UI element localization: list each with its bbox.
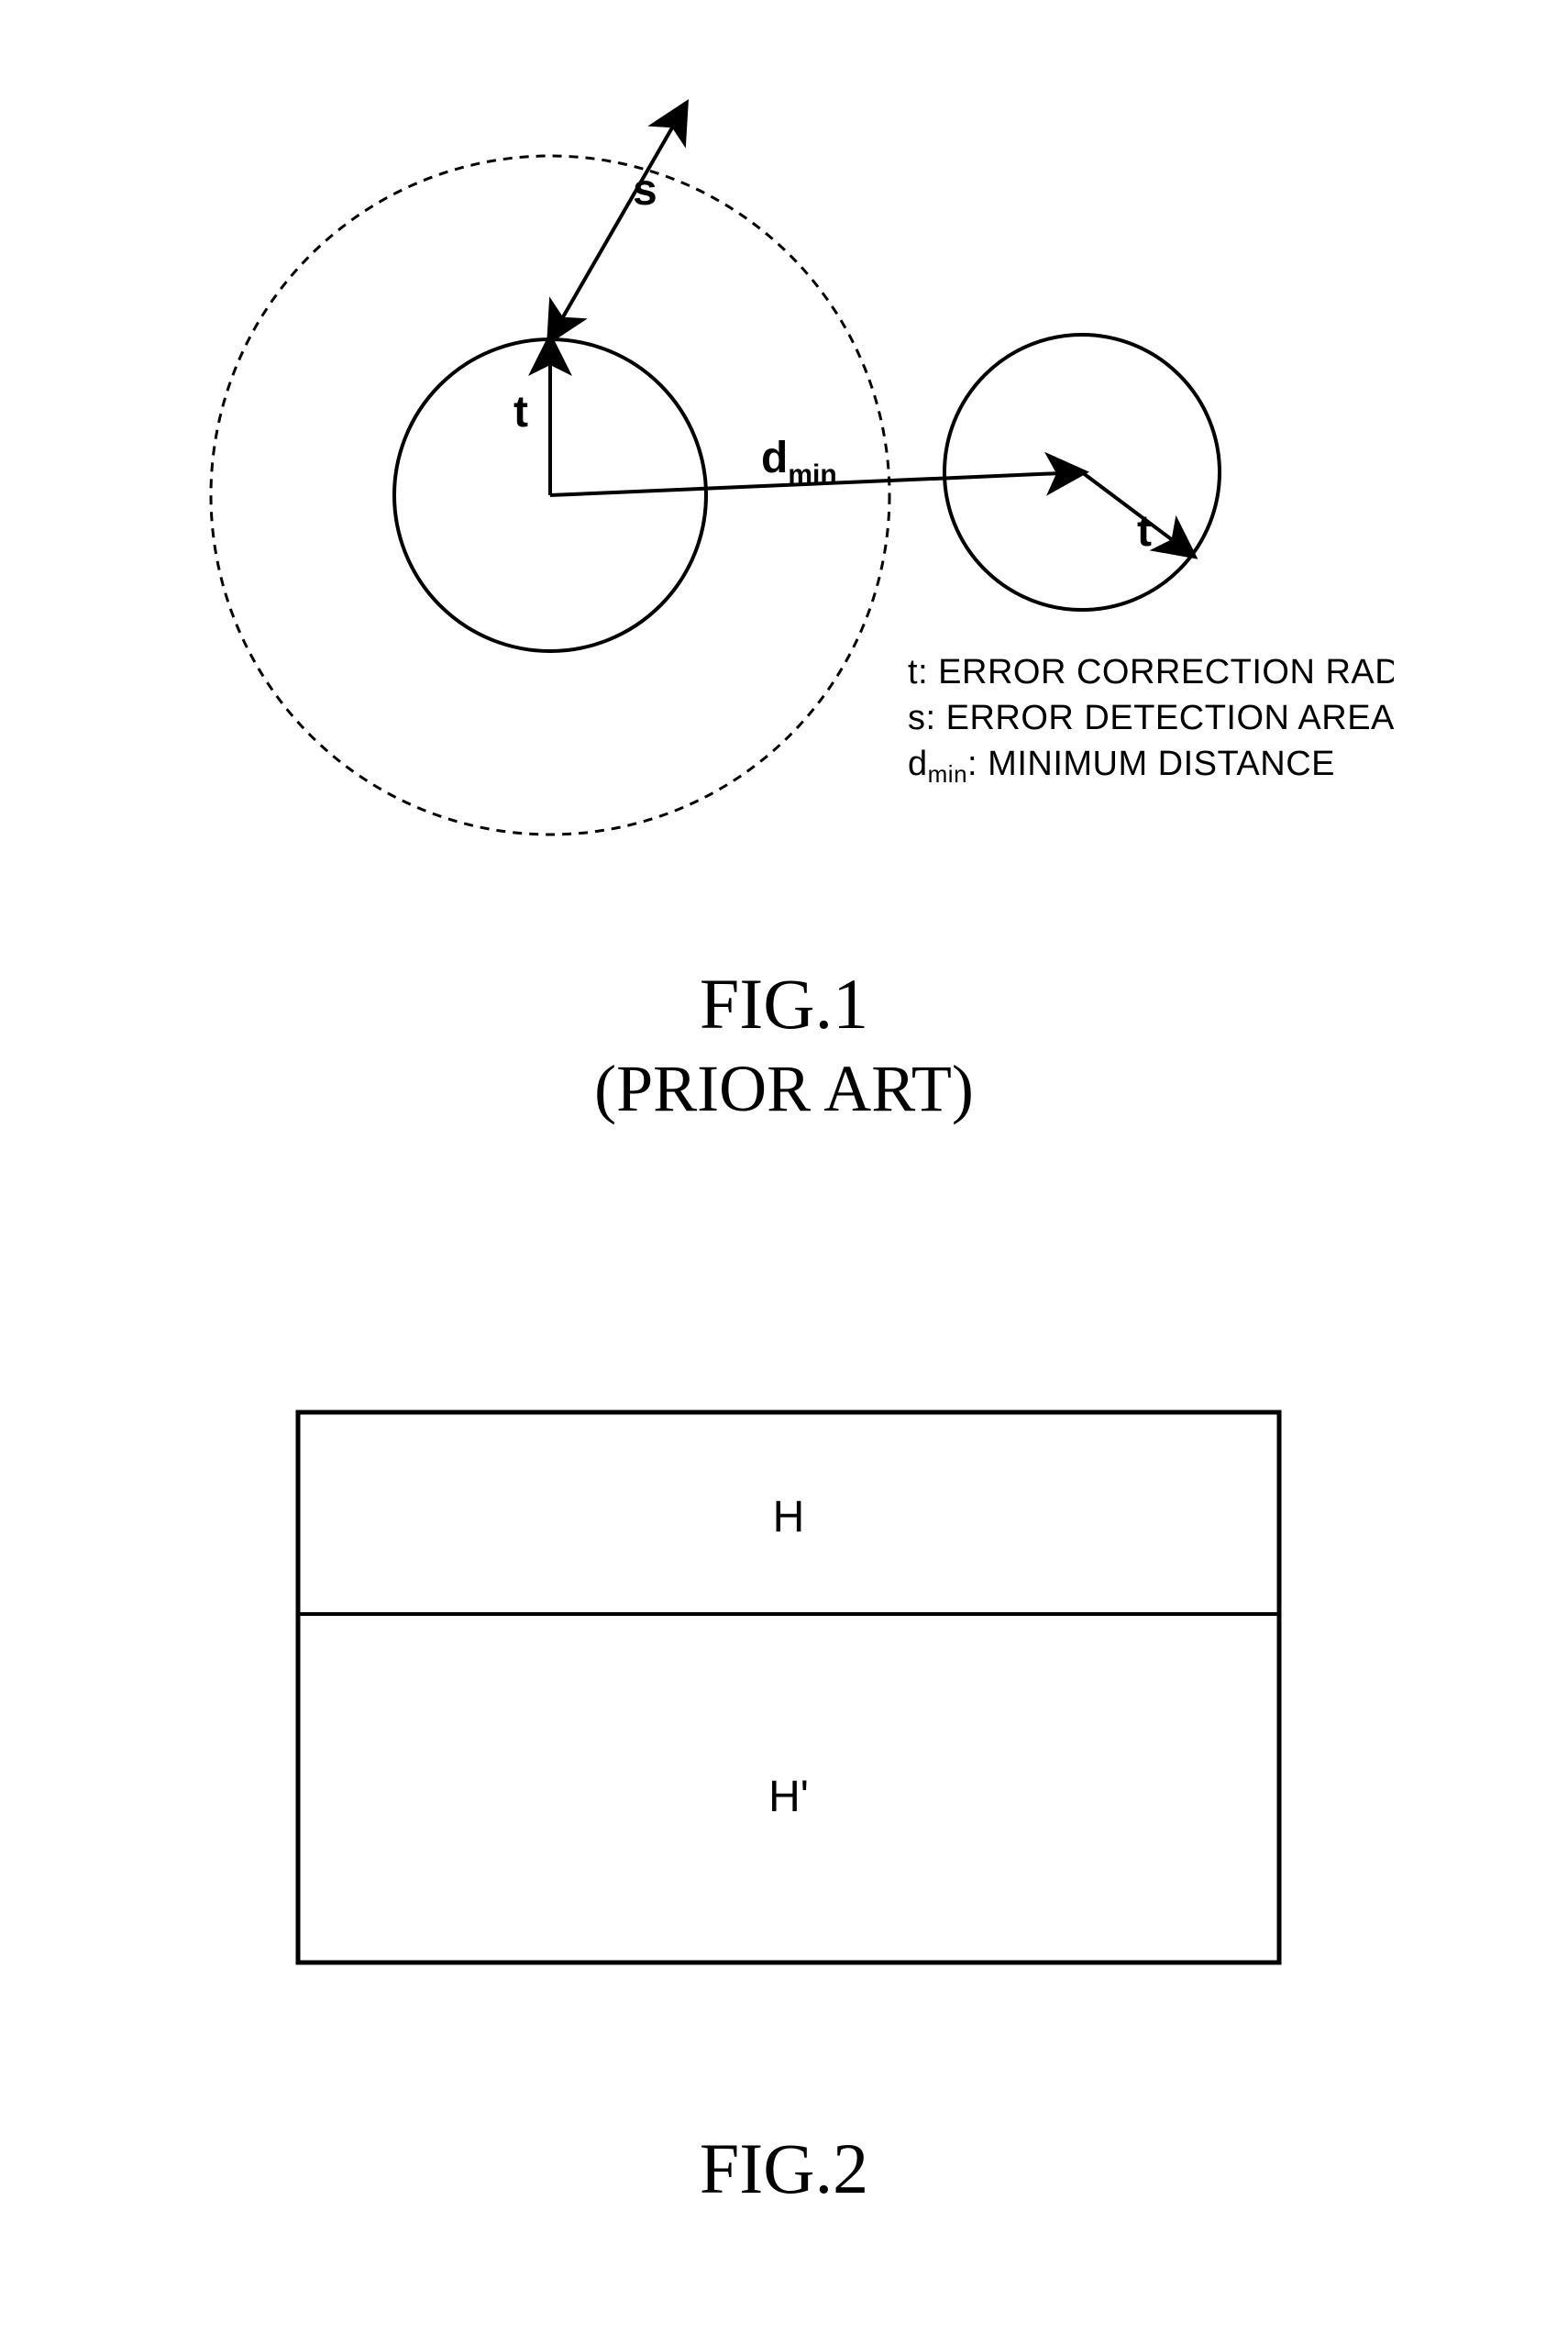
t-left-label: t	[513, 388, 528, 437]
legend-1-pre: s	[908, 699, 926, 737]
dmin-label: dmin	[761, 434, 837, 490]
svg-text:t: ERROR CORRECTION RADIUS: t: ERROR CORRECTION RADIUS	[908, 653, 1394, 691]
dmin-d: d	[761, 434, 788, 482]
legend-2-pre: d	[908, 745, 928, 783]
s-label: s	[633, 166, 657, 215]
fig2-caption: FIG.2	[0, 2128, 1568, 2210]
fig2-H: H	[773, 1493, 805, 1542]
fig1-svg: s t dmin t t: ERROR CORRECTION RADIUS s:…	[110, 55, 1394, 880]
svg-text:dmin: MINIMUM DISTANCE: dmin: MINIMUM DISTANCE	[908, 745, 1335, 788]
fig1-caption-line2: (PRIOR ART)	[0, 1051, 1568, 1127]
legend-0-text: : ERROR CORRECTION RADIUS	[918, 653, 1394, 691]
t-right-label: t	[1137, 507, 1152, 556]
s-line	[550, 105, 685, 339]
legend: t: ERROR CORRECTION RADIUS s: ERROR DETE…	[908, 653, 1394, 788]
dmin-sub: min	[788, 459, 836, 490]
legend-0-pre: t	[908, 653, 918, 691]
legend-2-sub: min	[928, 760, 967, 788]
svg-text:s: ERROR DETECTION AREA: s: ERROR DETECTION AREA	[908, 699, 1394, 737]
legend-2-text: : MINIMUM DISTANCE	[967, 745, 1335, 783]
fig2-svg: H H'	[142, 1385, 1426, 2008]
legend-1-text: : ERROR DETECTION AREA	[926, 699, 1395, 737]
fig1-caption-line1: FIG.1	[0, 963, 1568, 1045]
fig2-Hprime: H'	[768, 1773, 809, 1821]
